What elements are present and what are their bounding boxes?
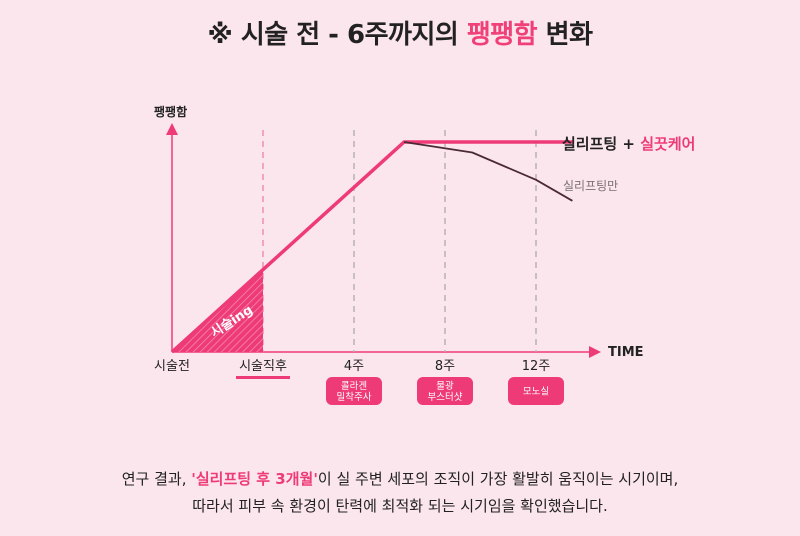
caption: 연구 결과, '실리프팅 후 3개월'이 실 주변 세포의 조직이 가장 활발히… — [0, 466, 800, 520]
caption-highlight: '실리프팅 후 3개월' — [191, 470, 318, 488]
tick-underline — [236, 376, 290, 379]
series-label-main-text: 실리프팅 + — [562, 135, 640, 153]
caption-line1-post: 이 실 주변 세포의 조직이 가장 활발히 움직이는 시기이며, — [317, 470, 679, 488]
treatment-badge: 모노실 — [508, 377, 564, 405]
badge-box — [417, 377, 473, 405]
caption-line1-pre: 연구 결과, — [121, 470, 192, 488]
x-tick-label: 8주 — [435, 359, 455, 374]
x-tick-label: 4주 — [344, 359, 364, 374]
x-tick-label: 12주 — [522, 359, 551, 374]
title-highlight: 팽팽함 — [466, 20, 538, 50]
badge-box — [326, 377, 382, 405]
series-label-secondary: 실리프팅만 — [563, 179, 618, 193]
page-title: ※ 시술 전 - 6주까지의 팽팽함 변화 — [0, 14, 800, 51]
x-tick-label: 시술직후 — [239, 359, 287, 374]
y-axis-label: 팽팽함 — [154, 104, 187, 119]
series-line-secondary — [403, 141, 573, 202]
badge-label: 물광 — [436, 380, 454, 392]
badge-label: 부스터샷 — [428, 391, 463, 403]
x-axis-label: TIME — [608, 345, 644, 360]
title-suffix: 변화 — [537, 20, 593, 50]
badge-box — [508, 377, 564, 405]
badge-label: 모노실 — [523, 387, 549, 398]
series-label-main: 실리프팅 + 실끗케어 — [562, 135, 695, 153]
x-tick-label: 시술전 — [154, 359, 190, 374]
caption-line-1: 연구 결과, '실리프팅 후 3개월'이 실 주변 세포의 조직이 가장 활발히… — [0, 466, 800, 493]
title-prefix: ※ 시술 전 - 6주까지의 — [207, 20, 467, 50]
badge-label: 밀착주사 — [337, 391, 372, 403]
series-label-accent: 실끗케어 — [640, 135, 695, 153]
badge-label: 콜라겐 — [341, 381, 367, 392]
caption-line-2: 따라서 피부 속 환경이 탄력에 최적화 되는 시기임을 확인했습니다. — [192, 497, 608, 515]
